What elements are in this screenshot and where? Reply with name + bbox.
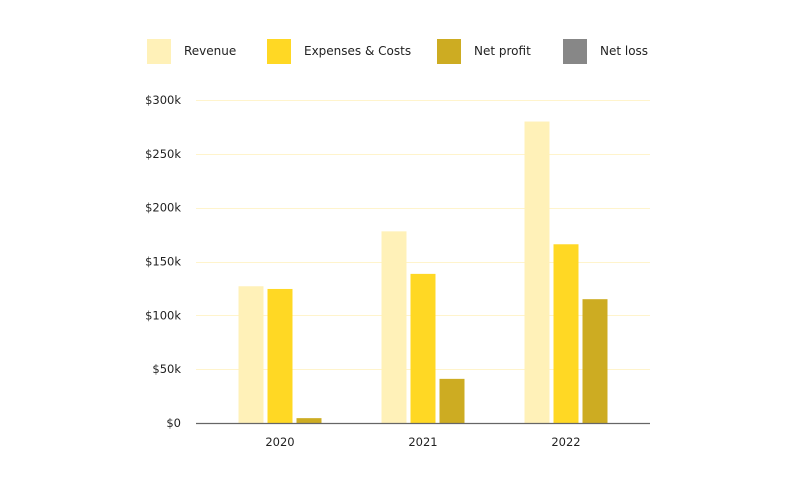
bar-revenue-2020[interactable] bbox=[238, 286, 264, 423]
legend-swatch-net-profit bbox=[437, 38, 461, 64]
legend-swatch-expenses-costs bbox=[267, 38, 291, 64]
y-tick-label: $250k bbox=[145, 147, 181, 161]
x-tick-label: 2021 bbox=[408, 435, 437, 449]
x-tick-label: 2022 bbox=[551, 435, 580, 449]
legend-label-expenses-costs: Expenses & Costs bbox=[304, 44, 412, 58]
y-tick-label: $0 bbox=[166, 416, 181, 430]
legend: Revenue Expenses & Costs Net profit Net … bbox=[147, 38, 667, 64]
bars bbox=[238, 121, 608, 424]
bar-expenses-costs-2021[interactable] bbox=[410, 273, 436, 423]
bar-net-profit-2020[interactable] bbox=[296, 418, 322, 423]
bar-net-profit-2022[interactable] bbox=[582, 299, 608, 423]
y-tick-label: $150k bbox=[145, 255, 181, 269]
y-tick-label: $200k bbox=[145, 201, 181, 215]
legend-item-expenses-costs[interactable]: Expenses & Costs bbox=[267, 38, 411, 64]
legend-swatch-net-loss bbox=[563, 38, 587, 64]
x-axis-tick-labels: 2020 2021 2022 bbox=[265, 435, 580, 449]
bar-expenses-costs-2022[interactable] bbox=[553, 244, 579, 423]
x-tick-label: 2020 bbox=[265, 435, 294, 449]
legend-label-net-profit: Net profit bbox=[474, 44, 531, 58]
legend-label-revenue: Revenue bbox=[184, 44, 237, 58]
bar-expenses-costs-2020[interactable] bbox=[267, 288, 293, 423]
y-tick-label: $300k bbox=[145, 93, 181, 107]
legend-item-revenue[interactable]: Revenue bbox=[147, 38, 236, 64]
bar-revenue-2022[interactable] bbox=[524, 121, 550, 424]
y-axis-tick-labels: $0 $50k $100k $150k $200k $250k $300k bbox=[145, 93, 181, 430]
y-tick-label: $100k bbox=[145, 308, 181, 322]
legend-item-net-profit[interactable]: Net profit bbox=[437, 38, 531, 64]
legend-swatch-revenue bbox=[147, 38, 171, 64]
bar-net-profit-2021[interactable] bbox=[439, 378, 465, 423]
legend-item-net-loss[interactable]: Net loss bbox=[563, 38, 648, 64]
y-tick-label: $50k bbox=[152, 362, 181, 376]
bar-revenue-2021[interactable] bbox=[381, 231, 407, 423]
legend-label-net-loss: Net loss bbox=[600, 44, 649, 58]
